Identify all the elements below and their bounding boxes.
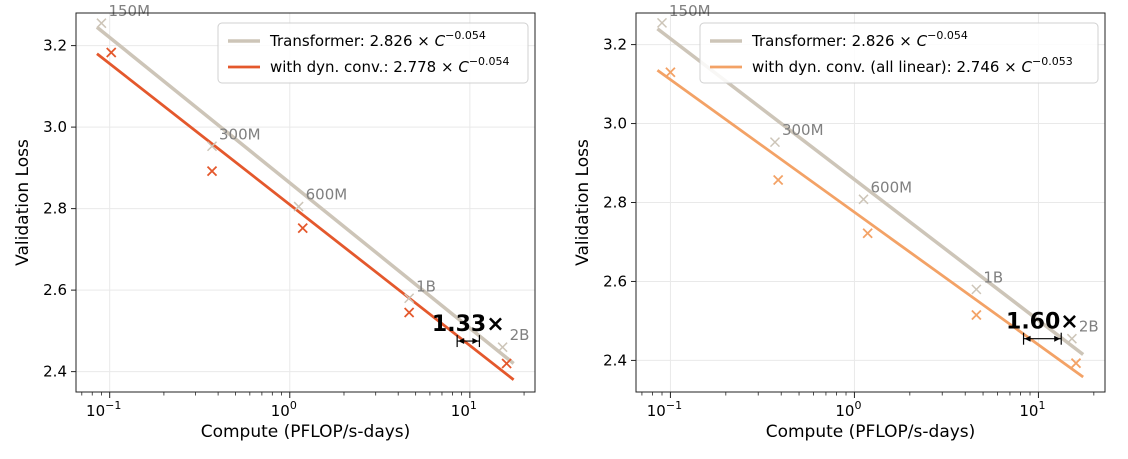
chart-2-legend: Transformer: 2.826 × C−0.054 with dyn. co… bbox=[699, 22, 1099, 84]
chart-1-model-size-label: 2B bbox=[510, 326, 530, 344]
chart-1-model-size-label: 1B bbox=[416, 277, 436, 295]
chart-1-speedup-label: 1.33× bbox=[432, 312, 505, 337]
chart-1-ytick-label: 2.6 bbox=[43, 281, 67, 299]
chart-1-series-2-point bbox=[501, 358, 512, 369]
chart-2-model-size-label: 300M bbox=[782, 121, 824, 139]
chart-2-series-1-point bbox=[1066, 333, 1077, 344]
chart-1-series-2-point bbox=[106, 47, 117, 58]
chart-2: 2.4 2.6 2.8 3.0 3.2 10−1 100 101 Compute (PFLOP/… bbox=[573, 2, 1106, 442]
chart-1-legend: Transformer: 2.826 × C−0.054 with dyn. co… bbox=[217, 22, 529, 84]
chart-1-ytick-label: 2.4 bbox=[43, 363, 67, 381]
chart-1-ytick-label: 3.0 bbox=[43, 118, 67, 136]
chart-2-series-1-point bbox=[858, 194, 869, 205]
chart-1-xlabel: Compute (PFLOP/s-days) bbox=[201, 422, 411, 442]
chart-1-xtick-label: 101 bbox=[451, 399, 477, 420]
chart-2-ytick-label: 2.8 bbox=[603, 194, 627, 212]
chart-1-series-1-point bbox=[497, 342, 508, 353]
chart-1-legend-entry-2: with dyn. conv.: 2.778 × C−0.054 bbox=[270, 55, 510, 76]
chart-2-series-1-point bbox=[656, 17, 668, 28]
chart-1-xtick-label: 10−1 bbox=[86, 399, 121, 420]
chart-2-legend-entry-1: Transformer: 2.826 × C−0.054 bbox=[751, 29, 968, 50]
chart-2-series-2-point bbox=[773, 174, 784, 186]
chart-1-legend-entry-1: Transformer: 2.826 × C−0.054 bbox=[269, 29, 486, 50]
chart-1-series-1-point bbox=[404, 293, 415, 304]
chart-2-model-size-label: 600M bbox=[870, 178, 912, 196]
chart-2-series-2-point bbox=[862, 228, 873, 239]
chart-1-series-2-point bbox=[206, 165, 218, 177]
chart-2-series-2-fit-line bbox=[656, 69, 1084, 379]
chart-2-series-2-point bbox=[1070, 358, 1082, 369]
chart-2-model-size-label: 1B bbox=[983, 268, 1003, 286]
chart-2-model-size-label: 150M bbox=[669, 2, 711, 20]
chart-2-xlabel: Compute (PFLOP/s-days) bbox=[766, 422, 976, 442]
chart-1-series-1-point bbox=[206, 141, 218, 152]
chart-2-ytick-label: 3.0 bbox=[603, 115, 627, 133]
chart-2-series-2-point bbox=[971, 309, 982, 321]
chart-1-model-size-label: 600M bbox=[306, 186, 348, 204]
chart-1-series-1-point bbox=[293, 201, 304, 212]
chart-2-legend-box bbox=[699, 22, 1099, 84]
chart-2-speedup-label: 1.60× bbox=[1006, 310, 1079, 335]
chart-1-model-size-label: 150M bbox=[108, 2, 150, 20]
chart-2-model-size-label: 2B bbox=[1079, 318, 1099, 336]
chart-1-ytick-label: 3.2 bbox=[43, 37, 67, 55]
chart-1-speedup-arrowhead-left bbox=[458, 338, 465, 345]
chart-1-xtick-label: 100 bbox=[271, 399, 297, 420]
chart-2-series-1-point bbox=[971, 284, 982, 295]
chart-1-series-2-point bbox=[297, 223, 308, 234]
chart-2-xtick-label: 101 bbox=[1019, 399, 1045, 420]
chart-1-plot-frame bbox=[75, 12, 536, 393]
chart-2-plot-frame bbox=[635, 12, 1106, 393]
chart-2-legend-entry-2: with dyn. conv. (all linear): 2.746 × C−… bbox=[752, 55, 1073, 76]
chart-2-xtick-label: 100 bbox=[835, 399, 861, 420]
chart-1-series-1-fit-line bbox=[95, 25, 515, 365]
chart-2-ytick-label: 2.6 bbox=[603, 272, 627, 290]
chart-2-ytick-label: 2.4 bbox=[603, 351, 627, 369]
chart-2-xtick-label: 10−1 bbox=[647, 399, 682, 420]
chart-2-series-2-point bbox=[665, 67, 676, 78]
chart-1-ytick-label: 2.8 bbox=[43, 200, 67, 218]
chart-1: 2.4 2.6 2.8 3.0 3.2 10−1 100 101 Compute (PFLOP/… bbox=[13, 2, 536, 442]
chart-1-ylabel: Validation Loss bbox=[13, 139, 33, 266]
chart-2-series-1-point bbox=[769, 137, 781, 148]
chart-1-model-size-label: 300M bbox=[219, 125, 261, 143]
chart-1-series-1-point bbox=[96, 18, 107, 29]
chart-2-speedup-arrowhead-right bbox=[1054, 335, 1061, 342]
chart-1-series-2-point bbox=[403, 307, 415, 318]
chart-2-speedup-arrowhead-left bbox=[1024, 335, 1031, 342]
chart-2-ytick-label: 3.2 bbox=[603, 36, 627, 54]
chart-1-legend-box bbox=[217, 22, 529, 84]
chart-2-ylabel: Validation Loss bbox=[573, 139, 593, 266]
chart-1-series-2-fit-line bbox=[96, 52, 515, 381]
chart-1-speedup-arrowhead-right bbox=[472, 338, 479, 345]
